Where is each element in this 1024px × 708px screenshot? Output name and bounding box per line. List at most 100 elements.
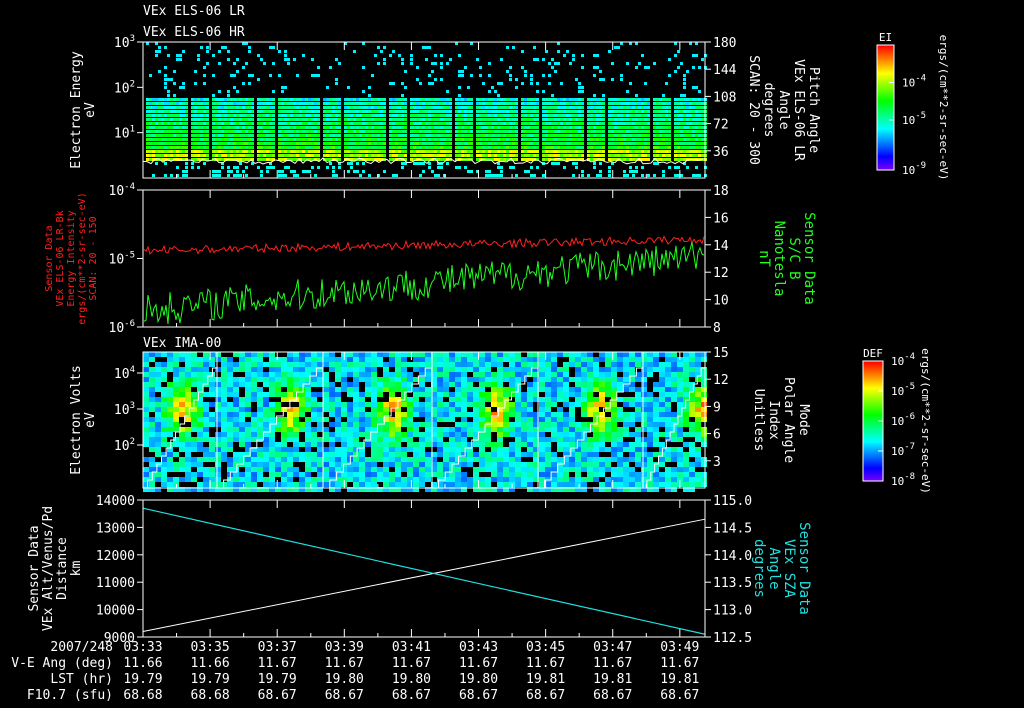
spectrogram-cell bbox=[458, 114, 461, 117]
spectrogram-cell bbox=[575, 142, 578, 145]
spectrogram-cell bbox=[215, 432, 221, 437]
spectrogram-cell bbox=[638, 146, 641, 149]
spectrogram-cell bbox=[251, 457, 257, 462]
spectrogram-cell bbox=[281, 98, 284, 101]
spectrogram-cell bbox=[293, 452, 299, 457]
spectrogram-cell bbox=[539, 437, 545, 442]
spectrogram-cell bbox=[296, 134, 299, 137]
spectrogram-cell bbox=[383, 472, 389, 477]
spectrogram-cell bbox=[476, 142, 479, 145]
spectrogram-cell bbox=[533, 447, 539, 452]
spectrogram-cell bbox=[377, 174, 380, 177]
spectrogram-cell bbox=[530, 130, 533, 133]
spectrogram-cell bbox=[536, 114, 539, 117]
spectrogram-cell bbox=[383, 362, 389, 367]
spectrogram-cell bbox=[593, 114, 596, 117]
spectrogram-cell bbox=[695, 98, 698, 101]
spectrogram-cell bbox=[590, 106, 593, 109]
spectrogram-cell bbox=[164, 154, 167, 157]
spectrogram-cell bbox=[575, 138, 578, 141]
spectrogram-cell bbox=[173, 367, 179, 372]
spectrogram-cell bbox=[437, 174, 440, 177]
spectrogram-cell bbox=[281, 427, 287, 432]
spectrogram-cell bbox=[251, 452, 257, 457]
spectrogram-cell bbox=[695, 126, 698, 129]
spectrogram-cell bbox=[413, 457, 419, 462]
spectrogram-cell bbox=[674, 134, 677, 137]
spectrogram-cell bbox=[146, 122, 149, 125]
spectrogram-cell bbox=[437, 392, 443, 397]
spectrogram-cell bbox=[326, 130, 329, 133]
spectrogram-cell bbox=[539, 472, 545, 477]
spectrogram-cell bbox=[659, 130, 662, 133]
spectrogram-cell bbox=[191, 427, 197, 432]
spectrogram-cell bbox=[209, 442, 215, 447]
spectrogram-cell bbox=[437, 462, 443, 467]
spectrogram-cell bbox=[503, 372, 509, 377]
spectrogram-cell bbox=[482, 114, 485, 117]
spectrogram-cell bbox=[278, 106, 281, 109]
spectrogram-cell bbox=[455, 114, 458, 117]
spectrogram-cell bbox=[161, 397, 167, 402]
spectrogram-cell bbox=[197, 462, 203, 467]
spectrogram-cell bbox=[683, 150, 686, 153]
spectrogram-cell bbox=[578, 130, 581, 133]
spectrogram-cell bbox=[296, 154, 299, 157]
spectrogram-cell bbox=[491, 150, 494, 153]
spectrogram-cell bbox=[350, 154, 353, 157]
spectrogram-cell bbox=[614, 138, 617, 141]
spectrogram-cell bbox=[596, 66, 599, 69]
spectrogram-cell bbox=[449, 130, 452, 133]
spectrogram-cell bbox=[455, 482, 461, 487]
spectrogram-cell bbox=[233, 392, 239, 397]
spectrogram-cell bbox=[455, 42, 458, 45]
spectrogram-cell bbox=[467, 98, 470, 101]
spectrogram-cell bbox=[491, 452, 497, 457]
spectrogram-cell bbox=[686, 110, 689, 113]
spectrogram-cell bbox=[419, 472, 425, 477]
spectrogram-cell bbox=[395, 142, 398, 145]
spectrogram-cell bbox=[203, 352, 209, 357]
spectrogram-cell bbox=[293, 427, 299, 432]
spectrogram-cell bbox=[623, 114, 626, 117]
spectrogram-cell bbox=[266, 98, 269, 101]
spectrogram-cell bbox=[695, 154, 698, 157]
spectrogram-cell bbox=[245, 62, 248, 65]
spectrogram-cell bbox=[419, 437, 425, 442]
spectrogram-cell bbox=[395, 457, 401, 462]
spectrogram-cell bbox=[293, 352, 299, 357]
spectrogram-cell bbox=[455, 138, 458, 141]
spectrogram-cell bbox=[173, 427, 179, 432]
spectrogram-cell bbox=[467, 86, 470, 89]
spectrogram-cell bbox=[335, 487, 341, 492]
spectrogram-cell bbox=[284, 98, 287, 101]
spectrogram-cell bbox=[608, 98, 611, 101]
spectrogram-cell bbox=[656, 162, 659, 165]
spectrogram-cell bbox=[443, 467, 449, 472]
spectrogram-cell bbox=[377, 487, 383, 492]
spectrogram-cell bbox=[488, 146, 491, 149]
spectrogram-cell bbox=[281, 357, 287, 362]
spectrogram-cell bbox=[233, 412, 239, 417]
spectrogram-cell bbox=[305, 427, 311, 432]
spectrogram-cell bbox=[257, 98, 260, 101]
spectrogram-cell bbox=[365, 367, 371, 372]
spectrogram-cell bbox=[359, 130, 362, 133]
spectrogram-cell bbox=[677, 98, 680, 101]
spectrogram-cell bbox=[668, 74, 671, 77]
spectrogram-cell bbox=[353, 472, 359, 477]
spectrogram-cell bbox=[296, 150, 299, 153]
spectrogram-cell bbox=[311, 352, 317, 357]
spectrogram-cell bbox=[422, 118, 425, 121]
spectrogram-cell bbox=[626, 110, 629, 113]
spectrogram-cell bbox=[299, 118, 302, 121]
spectrogram-cell bbox=[425, 422, 431, 427]
spectrogram-cell bbox=[398, 146, 401, 149]
spectrogram-cell bbox=[686, 150, 689, 153]
spectrogram-cell bbox=[359, 142, 362, 145]
spectrogram-cell bbox=[515, 357, 521, 362]
spectrogram-cell bbox=[371, 114, 374, 117]
spectrogram-cell bbox=[476, 138, 479, 141]
spectrogram-cell bbox=[404, 130, 407, 133]
spectrogram-cell bbox=[428, 110, 431, 113]
